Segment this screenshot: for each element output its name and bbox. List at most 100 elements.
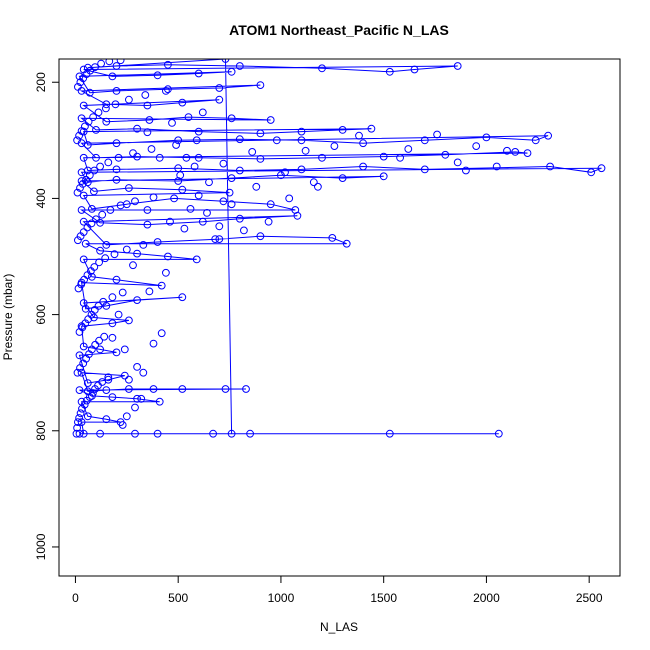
data-point [511, 148, 520, 156]
data-point [94, 302, 103, 310]
data-point [215, 95, 224, 104]
data-point [166, 217, 174, 226]
data-point [194, 127, 203, 136]
data-point [79, 153, 88, 162]
data-point [272, 136, 281, 145]
data-point [110, 250, 119, 259]
data-point [155, 397, 164, 406]
data-point [153, 429, 162, 438]
data-point [178, 98, 187, 107]
data-point [77, 206, 86, 214]
data-point [124, 184, 133, 192]
data-point [330, 142, 339, 151]
data-point [76, 184, 84, 192]
data-point [433, 130, 442, 139]
data-point [186, 205, 195, 213]
data-point [131, 429, 139, 438]
data-point [74, 284, 83, 293]
data-point [102, 386, 111, 395]
data-point [145, 287, 154, 296]
data-point [157, 329, 166, 338]
data-point [92, 125, 100, 134]
data-point [149, 385, 158, 393]
data-point [98, 210, 107, 219]
data-point [225, 188, 234, 197]
data-point [355, 131, 363, 140]
data-point [133, 363, 142, 371]
data-point [385, 429, 394, 438]
data-point [172, 141, 181, 149]
data-point [164, 85, 172, 94]
data-point [404, 145, 413, 153]
data-point [198, 217, 207, 226]
data-point [494, 429, 503, 438]
data-point [143, 220, 152, 229]
data-point [74, 236, 82, 245]
data-point [92, 153, 100, 162]
data-point [441, 150, 450, 159]
data-point [83, 141, 92, 149]
x-tick-label: 2500 [576, 591, 603, 605]
data-point [503, 146, 511, 155]
data-point [215, 235, 224, 244]
data-point [235, 135, 244, 144]
data-point [74, 83, 82, 91]
data-point [81, 304, 90, 313]
data-point [78, 404, 86, 413]
data-point [98, 378, 107, 386]
data-point [379, 172, 388, 181]
data-point [215, 84, 224, 92]
data-point [105, 59, 114, 66]
data-point [359, 139, 368, 148]
data-point [410, 65, 419, 74]
data-point [194, 153, 203, 162]
data-point [100, 332, 109, 341]
data-point [92, 215, 100, 224]
data-point [79, 101, 88, 110]
x-tick-label: 1000 [268, 591, 295, 605]
data-point [246, 429, 255, 438]
data-point [75, 131, 83, 140]
data-point [492, 162, 501, 171]
data-point [221, 59, 230, 63]
data-point [462, 166, 470, 175]
data-point [102, 100, 111, 109]
data-point [170, 194, 179, 203]
data-point [89, 389, 97, 397]
data-point [266, 116, 275, 124]
data-point [174, 136, 183, 145]
data-point [379, 152, 388, 161]
data-point [192, 255, 201, 264]
data-point [314, 182, 322, 191]
data-point [227, 114, 236, 123]
x-tick-label: 500 [168, 591, 188, 605]
data-point [112, 87, 121, 95]
data-point [211, 235, 220, 244]
data-point [95, 258, 103, 267]
x-tick-label: 0 [72, 591, 79, 605]
data-point [73, 424, 81, 432]
data-point [219, 197, 228, 206]
data-point [112, 139, 121, 148]
data-point [221, 385, 230, 393]
data-point [96, 246, 104, 255]
data-point [297, 127, 306, 136]
data-point [162, 87, 170, 95]
data-point [227, 67, 236, 76]
data-point [114, 153, 123, 162]
y-axis: 200 400 600 800 1000 [34, 72, 60, 560]
data-point [133, 394, 142, 403]
data-point [91, 63, 99, 71]
data-point [79, 255, 88, 264]
data-point [104, 373, 113, 382]
data-point [79, 342, 88, 351]
data-point [112, 175, 121, 184]
x-tick-label: 1500 [370, 591, 397, 605]
data-point [328, 234, 337, 242]
data-point [235, 62, 244, 70]
data-point [157, 281, 166, 290]
data-point [102, 415, 111, 424]
data-point [83, 178, 92, 187]
data-point [90, 263, 99, 271]
data-point [420, 165, 429, 174]
